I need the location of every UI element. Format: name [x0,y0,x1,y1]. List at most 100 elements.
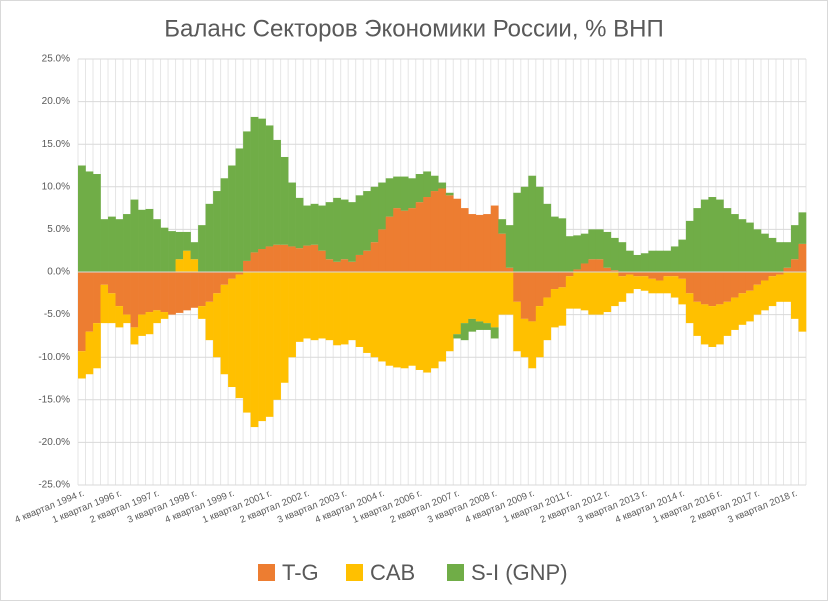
bar-segment [700,304,709,345]
bar-segment [220,284,229,375]
bar-segment [430,175,439,192]
bar-segment [93,174,101,272]
bar-segment [760,233,769,272]
bar-segment [700,199,709,272]
bar-segment [355,195,364,255]
bar-segment [258,118,266,249]
bar-segment [130,327,139,345]
bar-segment [618,276,627,302]
bar-segment [160,227,169,272]
bar-segment [228,165,236,272]
bar-segment [468,214,477,272]
y-tick-label: 20.0% [42,96,70,107]
bar-segment [115,272,124,307]
bar-segment [190,242,199,260]
bar-segment [78,272,86,352]
bar-segment [85,171,94,272]
bar-segment [685,272,694,294]
bar-segment [775,274,784,302]
bar-segment [723,208,732,272]
bar-segment [288,182,296,247]
bar-segment [558,272,567,288]
bar-segment [670,276,679,298]
bar-segment [573,235,582,270]
y-tick-label: 25.0% [42,54,70,65]
bar-segment [715,199,724,272]
bar-segment [153,310,161,324]
bar-segment [693,301,702,336]
bar-segment [663,276,672,294]
bar-segment [423,171,432,198]
bar-segment [265,246,274,272]
bar-segment [798,212,807,244]
bar-segment [595,259,604,272]
bar-segment [790,272,799,319]
bar-segment [648,278,657,294]
bar-segment [348,272,356,341]
bar-segment [423,197,432,272]
bar-segment [543,203,552,272]
bar-segment [445,192,454,196]
bar-segment [565,236,574,272]
bar-segment [580,233,589,264]
y-tick-label: -5.0% [44,309,70,320]
bar-segment [415,202,424,272]
bar-segment [678,278,687,305]
bar-segment [78,351,86,379]
bar-segment [790,225,799,260]
bar-segment [543,297,552,341]
bar-segment [273,244,281,272]
bar-segment [783,272,792,302]
bar-segment [250,272,259,428]
bar-segment [213,272,221,294]
bar-segment [408,208,417,272]
bar-segment [198,306,206,319]
bar-segment [408,178,417,209]
legend-label: T-G [282,560,319,585]
bar-segment [738,272,747,294]
bar-segment [738,219,747,272]
bar-segment [243,260,251,272]
bar-segment [468,272,477,319]
bar-segment [550,216,559,272]
bar-segment [498,219,507,234]
bar-segment [768,272,777,277]
bar-segment [625,272,634,275]
bar-segment [768,276,777,307]
bar-segment [670,246,679,272]
bar-segment [633,254,642,272]
bar-segment [258,248,266,272]
bar-segment [730,297,739,330]
bar-segment [168,231,176,272]
bar-segment [498,272,507,315]
bar-segment [603,231,612,268]
bar-segment [385,178,394,217]
bar-segment [250,116,259,253]
bar-segment [438,182,447,189]
bar-segment [318,205,326,251]
y-tick-label: 15.0% [42,139,70,150]
bar-segment [250,252,259,272]
bar-segment [618,242,627,272]
bar-segment [453,198,462,272]
bar-segment [438,272,447,362]
bar-segment [490,272,499,328]
bar-segment [618,272,627,277]
bar-segment [243,272,251,413]
bar-segment [145,208,154,272]
bar-segment [610,270,619,272]
bar-segment [640,276,649,291]
bar-segment [183,272,191,311]
bar-segment [490,327,499,339]
bar-segment [700,272,709,305]
bar-segment [303,272,311,339]
bar-segment [100,284,109,324]
bar-segment [220,272,229,285]
bar-segment [430,272,439,369]
bar-segment [715,272,724,305]
bar-segment [160,272,169,313]
bar-segment [183,250,191,272]
bar-segment [580,263,589,272]
bar-segment [760,272,769,281]
